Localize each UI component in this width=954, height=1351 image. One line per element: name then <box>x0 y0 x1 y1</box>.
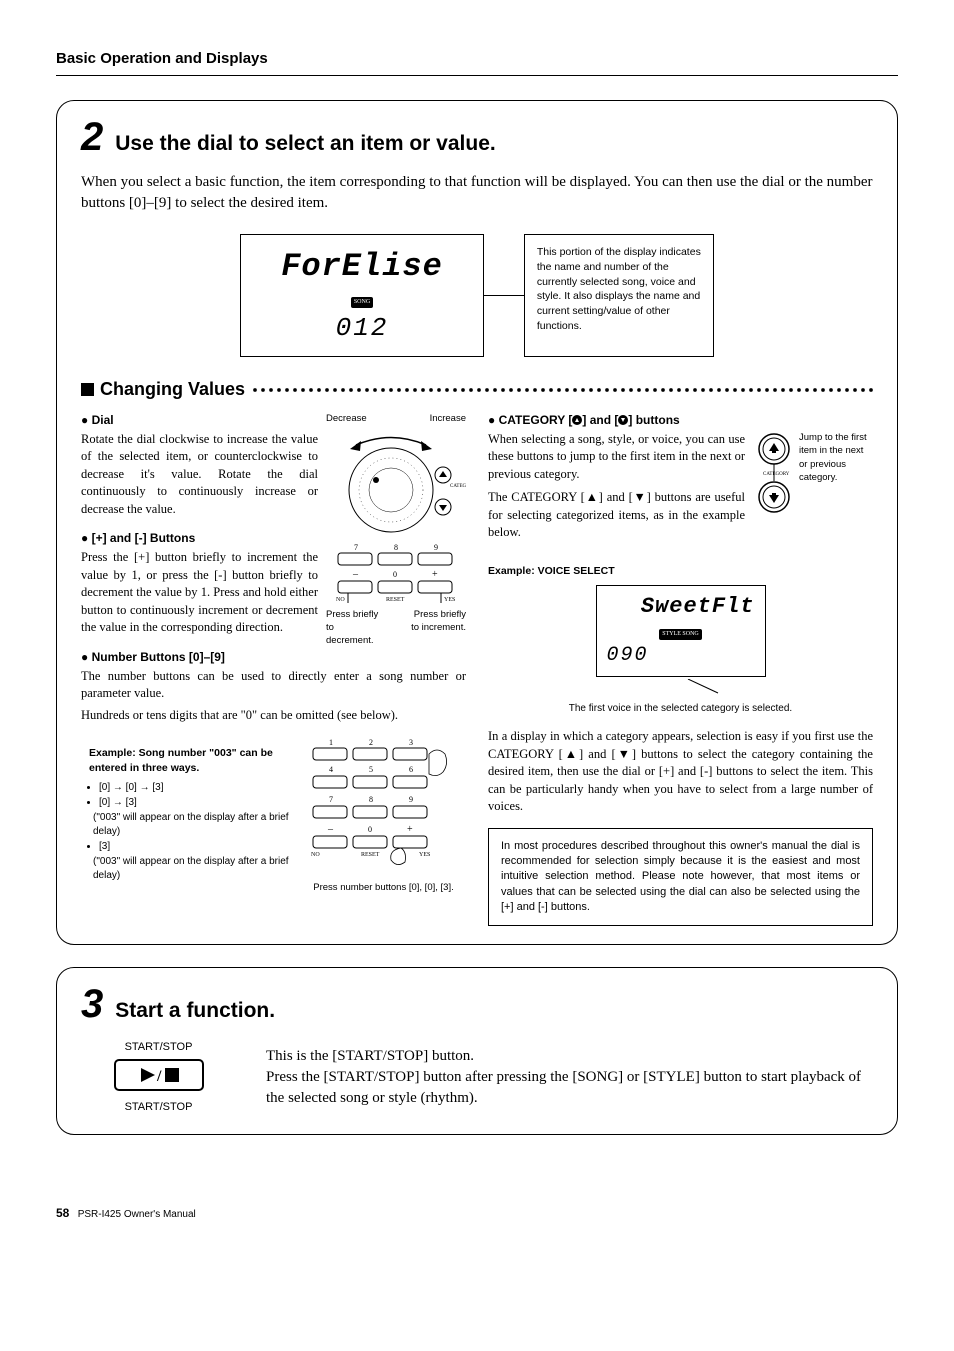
step-2-intro: When you select a basic function, the it… <box>81 172 873 214</box>
svg-text:RESET: RESET <box>386 597 405 603</box>
lcd-tag: SONG <box>351 297 373 307</box>
start-body1: This is the [START/STOP] button. <box>266 1046 873 1067</box>
svg-text:1: 1 <box>329 738 333 747</box>
step-2-box: 2 Use the dial to select an item or valu… <box>56 100 898 945</box>
svg-text:–: – <box>327 824 334 835</box>
up-icon <box>572 415 582 425</box>
entry-method-3: [3] <box>99 840 293 854</box>
category-body3: In a display in which a category appears… <box>488 728 873 816</box>
entry-method-2-note: ("003" will appear on the display after … <box>93 811 293 839</box>
dial-heading: Dial <box>81 412 318 429</box>
voice-caption: The first voice in the selected category… <box>488 702 873 716</box>
right-column: CATEGORY [] and [] buttons When selectin… <box>488 412 873 926</box>
dial-body: Rotate the dial clockwise to increase th… <box>81 431 318 519</box>
svg-text:RESET: RESET <box>361 852 380 858</box>
lcd-note-box: This portion of the display indicates th… <box>524 234 714 357</box>
svg-text:CATEGORY: CATEGORY <box>763 472 790 477</box>
plusminus-heading: [+] and [-] Buttons <box>81 530 318 547</box>
svg-text:–: – <box>352 569 359 580</box>
dial-info-box: In most procedures described throughout … <box>488 828 873 927</box>
step-number-3: 3 <box>81 986 103 1022</box>
start-stop-icon: / <box>109 1055 209 1095</box>
svg-text:+: + <box>407 824 413 835</box>
svg-text:3: 3 <box>409 738 413 747</box>
full-keypad-diagram: 1 2 3 4 5 6 7 8 9 – 0 + <box>301 736 466 876</box>
page-footer: 58 PSR-I425 Owner's Manual <box>56 1205 898 1222</box>
chapter-title: Basic Operation and Displays <box>56 48 898 76</box>
lcd-example-row: ForElise SONG 012 This portion of the di… <box>81 234 873 357</box>
step-number-2: 2 <box>81 119 103 155</box>
dotted-line <box>251 387 873 393</box>
connector-line <box>484 295 524 296</box>
entry-method-1: [0] → [0] → [3] <box>99 781 293 795</box>
step-3-title: Start a function. <box>115 996 275 1025</box>
increment-caption: Press briefly to increment. <box>411 608 466 648</box>
svg-text:CATEG: CATEG <box>450 484 466 489</box>
keypad-789-diagram: 7 8 9 – 0 + NO RESET YES <box>326 541 466 603</box>
voice-select-label: Example: VOICE SELECT <box>488 564 873 579</box>
lcd-main-text: ForElise <box>281 245 443 290</box>
step-3-box: 3 Start a function. START/STOP / START/S… <box>56 967 898 1134</box>
category-body2: The CATEGORY [▲] and [▼] buttons are use… <box>488 489 745 542</box>
svg-text:NO: NO <box>336 597 345 603</box>
dial-diagram: CATEG <box>326 425 466 535</box>
pointer-line <box>488 679 873 697</box>
category-buttons-diagram: CATEGORY <box>753 431 795 521</box>
svg-text:+: + <box>432 569 438 580</box>
category-side-note: Jump to the first item in the next or pr… <box>799 431 871 484</box>
plusminus-body: Press the [+] button briefly to incremen… <box>81 549 318 637</box>
number-buttons-heading: Number Buttons [0]–[9] <box>81 649 466 666</box>
entry-methods-list: [0] → [0] → [3] [0] → [3] ("003" will ap… <box>81 781 293 883</box>
changing-values-heading: Changing Values <box>81 377 873 402</box>
keypad-caption: Press number buttons [0], [0], [3]. <box>301 881 466 894</box>
decrease-label: Decrease <box>326 412 367 425</box>
down-icon <box>618 415 628 425</box>
start-stop-label-top: START/STOP <box>81 1040 236 1055</box>
svg-text:NO: NO <box>311 852 320 858</box>
svg-text:9: 9 <box>434 543 438 552</box>
voice-tag: STYLE SONG <box>659 629 702 639</box>
start-stop-button-diagram: START/STOP / START/STOP <box>81 1040 236 1116</box>
number-buttons-body1: The number buttons can be used to direct… <box>81 668 466 703</box>
category-heading: CATEGORY [] and [] buttons <box>488 412 873 429</box>
svg-text:2: 2 <box>369 738 373 747</box>
svg-text:8: 8 <box>369 795 373 804</box>
start-stop-label-bottom: START/STOP <box>81 1100 236 1115</box>
svg-text:9: 9 <box>409 795 413 804</box>
left-column: Dial Rotate the dial clockwise to increa… <box>81 412 466 926</box>
svg-text:4: 4 <box>329 765 333 774</box>
voice-lcd: SweetFlt STYLE SONG 090 <box>596 585 766 677</box>
start-stop-description: This is the [START/STOP] button. Press t… <box>266 1046 873 1109</box>
lcd-number: 012 <box>281 310 443 346</box>
svg-text:YES: YES <box>444 597 455 603</box>
song-003-example-title: Example: Song number "003" can be entere… <box>89 746 293 775</box>
svg-text:8: 8 <box>394 543 398 552</box>
increase-label: Increase <box>430 412 466 425</box>
svg-text:/: / <box>156 1068 162 1085</box>
number-buttons-body2: Hundreds or tens digits that are "0" can… <box>81 707 466 725</box>
square-bullet-icon <box>81 383 94 396</box>
svg-text:7: 7 <box>329 795 333 804</box>
svg-text:7: 7 <box>354 543 358 552</box>
voice-lcd-number: 090 <box>607 642 755 670</box>
lcd-display: ForElise SONG 012 <box>240 234 484 357</box>
category-body1: When selecting a song, style, or voice, … <box>488 431 745 484</box>
voice-lcd-text: SweetFlt <box>607 592 755 623</box>
changing-values-text: Changing Values <box>100 377 245 402</box>
svg-text:0: 0 <box>393 570 397 579</box>
entry-method-2: [0] → [3] <box>99 796 293 810</box>
decrement-caption: Press briefly to decrement. <box>326 608 381 648</box>
svg-text:5: 5 <box>369 765 373 774</box>
page-number: 58 <box>56 1206 69 1220</box>
step-2-title: Use the dial to select an item or value. <box>115 129 495 158</box>
svg-text:YES: YES <box>419 852 430 858</box>
start-body2: Press the [START/STOP] button after pres… <box>266 1067 873 1109</box>
entry-method-3-note: ("003" will appear on the display after … <box>93 855 293 883</box>
footer-text: PSR-I425 Owner's Manual <box>78 1209 196 1220</box>
svg-text:0: 0 <box>368 825 372 834</box>
svg-text:6: 6 <box>409 765 413 774</box>
